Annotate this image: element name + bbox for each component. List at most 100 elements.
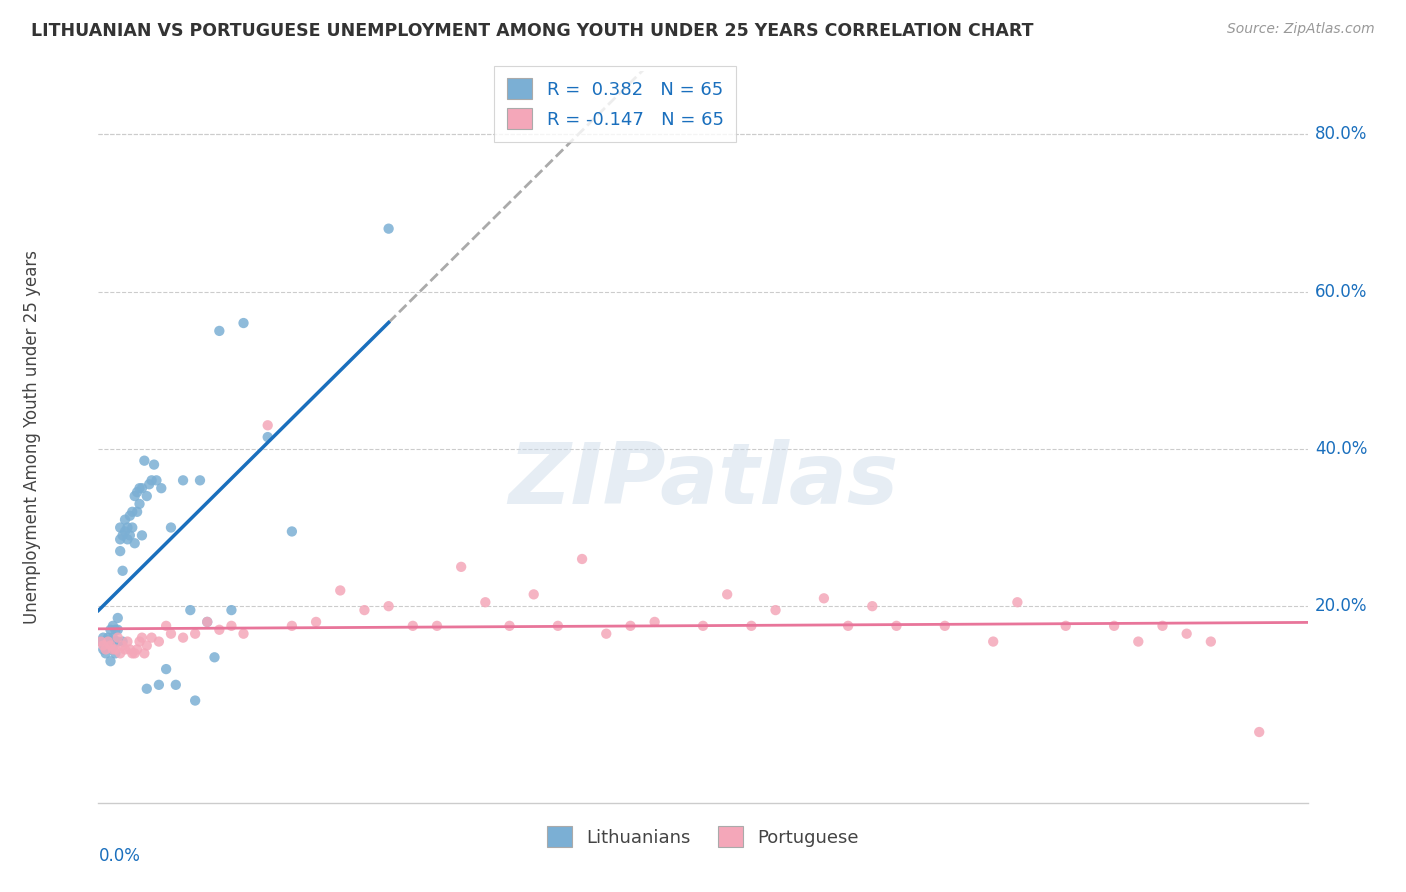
Point — [97, 631, 120, 645]
Point — [138, 477, 160, 491]
Point — [135, 681, 157, 696]
Point — [114, 642, 136, 657]
Point — [232, 626, 254, 640]
Point — [118, 528, 141, 542]
Point — [221, 603, 243, 617]
Point — [107, 623, 129, 637]
Point — [111, 634, 134, 648]
Point — [547, 619, 569, 633]
Point — [886, 619, 908, 633]
Point — [221, 619, 243, 633]
Point — [101, 642, 124, 657]
Point — [281, 619, 304, 633]
Point — [143, 458, 166, 472]
Point — [114, 513, 136, 527]
Point — [131, 528, 153, 542]
Point — [101, 619, 124, 633]
Point — [256, 418, 278, 433]
Point — [108, 646, 131, 660]
Text: 60.0%: 60.0% — [1315, 283, 1367, 301]
Point — [281, 524, 304, 539]
Point — [165, 678, 187, 692]
Point — [619, 619, 641, 633]
Point — [124, 536, 146, 550]
Point — [498, 619, 520, 633]
Point — [150, 481, 173, 495]
Point — [134, 646, 156, 660]
Point — [131, 631, 153, 645]
Point — [716, 587, 738, 601]
Point — [184, 626, 207, 640]
Point — [100, 654, 122, 668]
Point — [195, 615, 218, 629]
Point — [117, 634, 139, 648]
Point — [353, 603, 375, 617]
Point — [128, 634, 150, 648]
Point — [90, 634, 112, 648]
Point — [141, 631, 163, 645]
Point — [644, 615, 666, 629]
Point — [160, 626, 183, 640]
Text: ZIPatlas: ZIPatlas — [508, 440, 898, 523]
Point — [934, 619, 956, 633]
Text: Source: ZipAtlas.com: Source: ZipAtlas.com — [1227, 22, 1375, 37]
Point — [1102, 619, 1125, 633]
Point — [256, 430, 278, 444]
Point — [128, 481, 150, 495]
Point — [377, 221, 399, 235]
Point — [141, 473, 163, 487]
Point — [765, 603, 787, 617]
Text: Unemployment Among Youth under 25 years: Unemployment Among Youth under 25 years — [22, 250, 41, 624]
Text: 40.0%: 40.0% — [1315, 440, 1367, 458]
Point — [135, 489, 157, 503]
Point — [155, 662, 177, 676]
Point — [204, 650, 226, 665]
Point — [571, 552, 593, 566]
Point — [450, 559, 472, 574]
Point — [91, 642, 114, 657]
Legend: Lithuanians, Portuguese: Lithuanians, Portuguese — [534, 814, 872, 860]
Point — [692, 619, 714, 633]
Point — [232, 316, 254, 330]
Text: 20.0%: 20.0% — [1315, 597, 1367, 615]
Point — [148, 678, 170, 692]
Point — [184, 693, 207, 707]
Point — [108, 533, 131, 547]
Text: 0.0%: 0.0% — [98, 847, 141, 864]
Point — [1007, 595, 1029, 609]
Point — [97, 634, 120, 648]
Text: LITHUANIAN VS PORTUGUESE UNEMPLOYMENT AMONG YOUTH UNDER 25 YEARS CORRELATION CHA: LITHUANIAN VS PORTUGUESE UNEMPLOYMENT AM… — [31, 22, 1033, 40]
Point — [127, 642, 149, 657]
Point — [523, 587, 546, 601]
Point — [111, 528, 134, 542]
Point — [155, 619, 177, 633]
Point — [740, 619, 762, 633]
Point — [97, 639, 120, 653]
Point — [108, 520, 131, 534]
Point — [100, 639, 122, 653]
Point — [1054, 619, 1077, 633]
Point — [145, 473, 167, 487]
Point — [1199, 634, 1222, 648]
Text: 80.0%: 80.0% — [1315, 125, 1367, 144]
Point — [1175, 626, 1198, 640]
Point — [118, 508, 141, 523]
Point — [108, 544, 131, 558]
Point — [160, 520, 183, 534]
Point — [114, 524, 136, 539]
Point — [121, 505, 143, 519]
Point — [94, 642, 117, 657]
Point — [208, 324, 231, 338]
Point — [426, 619, 449, 633]
Point — [195, 615, 218, 629]
Point — [981, 634, 1004, 648]
Point — [91, 639, 114, 653]
Point — [100, 623, 122, 637]
Point — [104, 634, 127, 648]
Point — [107, 631, 129, 645]
Point — [104, 642, 127, 657]
Point — [100, 634, 122, 648]
Point — [111, 639, 134, 653]
Point — [107, 611, 129, 625]
Point — [134, 453, 156, 467]
